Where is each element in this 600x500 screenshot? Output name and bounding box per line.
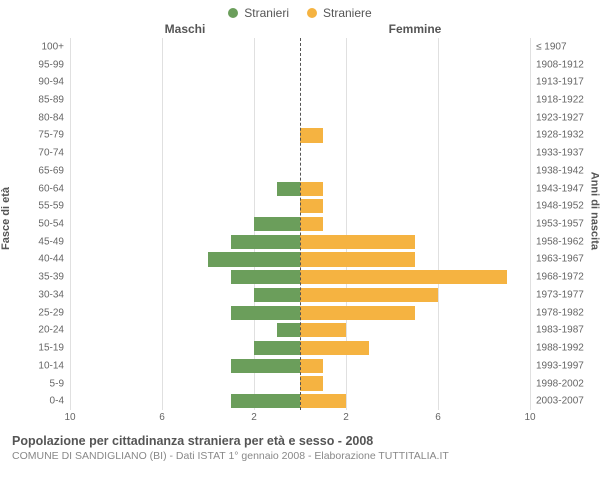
- age-label: 25-29: [38, 307, 70, 318]
- bar-female: [300, 252, 415, 266]
- age-label: 35-39: [38, 272, 70, 283]
- bar-female: [300, 270, 507, 284]
- bar-male: [231, 270, 300, 284]
- bar-female: [300, 306, 415, 320]
- bar-male: [231, 306, 300, 320]
- legend-item-male: Stranieri: [228, 6, 289, 20]
- y-axis-title-age: Fasce di età: [0, 187, 12, 250]
- age-label: 10-14: [38, 360, 70, 371]
- x-tick-label: 2: [251, 412, 257, 423]
- birth-year-label: 1918-1922: [530, 95, 584, 106]
- age-label: 60-64: [38, 183, 70, 194]
- age-label: 65-69: [38, 165, 70, 176]
- x-tick-label: 6: [159, 412, 165, 423]
- bar-female: [300, 182, 323, 196]
- population-pyramid-chart: Stranieri Straniere Maschi Femmine Fasce…: [0, 0, 600, 500]
- birth-year-label: 1913-1917: [530, 77, 584, 88]
- birth-year-label: 1928-1932: [530, 130, 584, 141]
- birth-year-label: ≤ 1907: [530, 41, 567, 52]
- chart-footer: Popolazione per cittadinanza straniera p…: [0, 428, 600, 462]
- bar-male: [231, 394, 300, 408]
- x-tick-label: 2: [343, 412, 349, 423]
- bar-female: [300, 199, 323, 213]
- birth-year-label: 1943-1947: [530, 183, 584, 194]
- age-label: 75-79: [38, 130, 70, 141]
- legend-swatch-female: [307, 8, 317, 18]
- bar-male: [254, 217, 300, 231]
- bar-male: [277, 323, 300, 337]
- birth-year-label: 1948-1952: [530, 201, 584, 212]
- age-label: 85-89: [38, 95, 70, 106]
- bar-female: [300, 359, 323, 373]
- age-label: 0-4: [50, 396, 70, 407]
- birth-year-label: 1963-1967: [530, 254, 584, 265]
- plot-area: 100+≤ 190795-991908-191290-941913-191785…: [70, 38, 530, 428]
- age-label: 55-59: [38, 201, 70, 212]
- age-label: 5-9: [50, 378, 70, 389]
- birth-year-label: 2003-2007: [530, 396, 584, 407]
- birth-year-label: 1938-1942: [530, 165, 584, 176]
- x-axis-ticks: 10622610: [70, 410, 530, 428]
- bar-male: [254, 288, 300, 302]
- bar-male: [277, 182, 300, 196]
- birth-year-label: 1973-1977: [530, 289, 584, 300]
- chart-title: Popolazione per cittadinanza straniera p…: [12, 434, 588, 448]
- age-label: 80-84: [38, 112, 70, 123]
- bar-female: [300, 235, 415, 249]
- bar-male: [208, 252, 300, 266]
- center-axis-line: [300, 38, 301, 410]
- bar-male: [254, 341, 300, 355]
- x-tick-label: 6: [435, 412, 441, 423]
- birth-year-label: 1978-1982: [530, 307, 584, 318]
- side-title-male: Maschi: [70, 22, 300, 36]
- age-label: 50-54: [38, 219, 70, 230]
- age-label: 95-99: [38, 59, 70, 70]
- chart-subtitle: COMUNE DI SANDIGLIANO (BI) - Dati ISTAT …: [12, 450, 588, 462]
- age-label: 100+: [41, 41, 70, 52]
- birth-year-label: 1923-1927: [530, 112, 584, 123]
- birth-year-label: 1908-1912: [530, 59, 584, 70]
- bar-female: [300, 323, 346, 337]
- birth-year-label: 1988-1992: [530, 343, 584, 354]
- side-title-female: Femmine: [300, 22, 530, 36]
- age-label: 30-34: [38, 289, 70, 300]
- bar-female: [300, 288, 438, 302]
- legend: Stranieri Straniere: [0, 0, 600, 22]
- legend-item-female: Straniere: [307, 6, 372, 20]
- bar-male: [231, 359, 300, 373]
- bar-female: [300, 217, 323, 231]
- legend-label-female: Straniere: [323, 6, 372, 20]
- age-label: 90-94: [38, 77, 70, 88]
- age-label: 20-24: [38, 325, 70, 336]
- age-label: 40-44: [38, 254, 70, 265]
- birth-year-label: 1983-1987: [530, 325, 584, 336]
- legend-label-male: Stranieri: [244, 6, 289, 20]
- bar-female: [300, 376, 323, 390]
- x-tick-label: 10: [524, 412, 535, 423]
- birth-year-label: 1968-1972: [530, 272, 584, 283]
- bar-male: [231, 235, 300, 249]
- bar-female: [300, 128, 323, 142]
- age-label: 45-49: [38, 236, 70, 247]
- birth-year-label: 1953-1957: [530, 219, 584, 230]
- birth-year-label: 1933-1937: [530, 148, 584, 159]
- bar-female: [300, 341, 369, 355]
- age-label: 15-19: [38, 343, 70, 354]
- bar-female: [300, 394, 346, 408]
- side-titles: Maschi Femmine: [0, 22, 600, 38]
- age-label: 70-74: [38, 148, 70, 159]
- y-axis-title-birth: Anni di nascita: [588, 172, 600, 250]
- x-tick-label: 10: [64, 412, 75, 423]
- birth-year-label: 1958-1962: [530, 236, 584, 247]
- legend-swatch-male: [228, 8, 238, 18]
- birth-year-label: 1998-2002: [530, 378, 584, 389]
- birth-year-label: 1993-1997: [530, 360, 584, 371]
